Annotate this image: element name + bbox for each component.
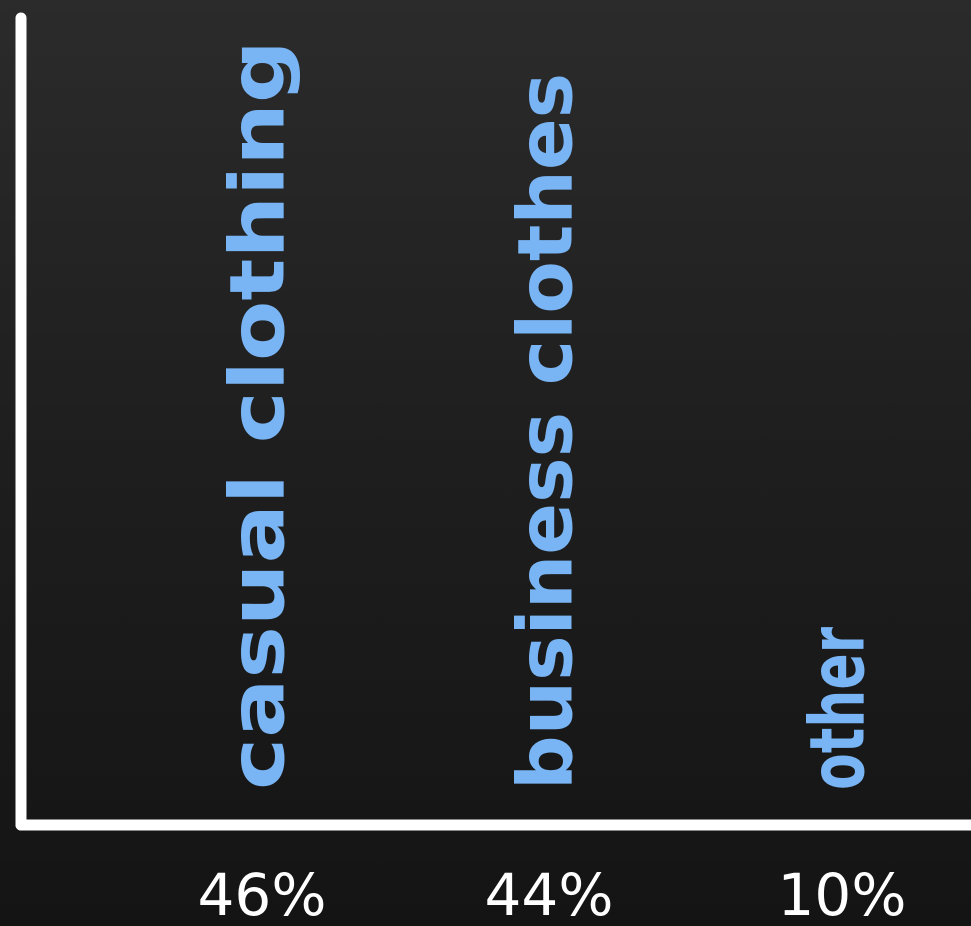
value-label-2: 10%	[778, 861, 907, 926]
bar-label-2: other	[794, 627, 882, 790]
value-label-1: 44%	[485, 861, 614, 926]
value-label-0: 46%	[198, 861, 327, 926]
bar-label-1: business clothes	[501, 73, 590, 790]
bar-label-0: casual clothing	[214, 40, 302, 790]
chart-marks: casual clothing 46% business clothes 44% oth…	[198, 40, 907, 926]
